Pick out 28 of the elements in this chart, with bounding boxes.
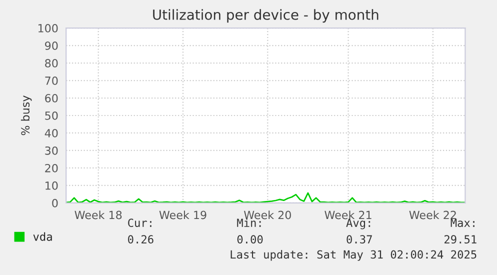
x-tick-label: Week 18: [74, 210, 122, 220]
y-tick-label: 90: [45, 42, 58, 50]
x-tick-label: Week 22: [409, 210, 456, 220]
x-tick-label: Week 21: [324, 210, 372, 220]
text: Avg:: [346, 218, 370, 230]
y-tick-label: 10: [46, 181, 58, 190]
y-tick-label: 0: [52, 198, 58, 208]
y-tick-label: 20: [45, 164, 58, 172]
text: 0.00: [237, 235, 263, 244]
text: Last update: Sat May 31 02:00:24 2025: [230, 250, 476, 261]
y-tick-label: 60: [45, 94, 58, 102]
y-tick-label: 40: [44, 128, 58, 138]
x-tick-label: Week 19: [159, 210, 206, 220]
text: Max:: [450, 218, 474, 228]
y-axis-title: % busy: [20, 96, 32, 136]
y-tick-label: 70: [45, 76, 58, 85]
text: 0.26: [128, 235, 154, 244]
y-tick-label: 50: [45, 111, 58, 120]
text: Cur:: [128, 218, 152, 228]
y-tick-label: 30: [45, 146, 58, 155]
y-tick-label: 80: [45, 59, 58, 68]
legend-label: vda: [33, 232, 52, 241]
text: Min:: [237, 218, 261, 227]
text: 29.51: [444, 235, 476, 244]
chart-title: Utilization per device - by month: [153, 9, 378, 23]
y-tick-label: 100: [38, 24, 58, 32]
text: 0.37: [346, 235, 372, 244]
x-tick-label: Week 20: [244, 210, 291, 220]
